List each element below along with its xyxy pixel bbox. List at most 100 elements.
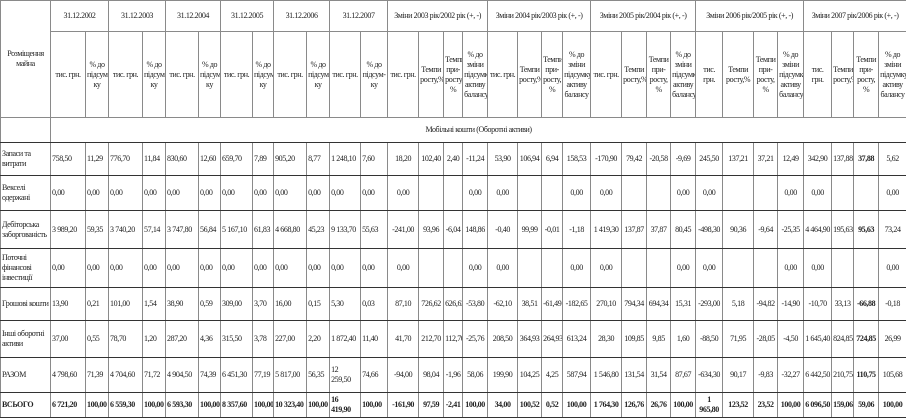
table-cell: 0,00 [361,249,388,288]
table-cell [647,249,671,288]
table-cell: -170,90 [591,143,622,176]
table-cell: 102,40 [419,143,444,176]
table-cell: 11,84 [143,143,166,176]
table-cell [419,249,444,288]
table-cell: 199,90 [488,358,518,393]
table-cell: 55,63 [361,211,388,249]
table-cell: 3 747,80 [166,211,199,249]
table-cell: 0,00 [388,249,419,288]
table-cell: 159,06 [832,393,854,418]
table-cell: -241,00 [388,211,419,249]
table-cell [518,249,542,288]
table-cell: -0,01 [542,211,563,249]
table-cell [444,249,463,288]
table-cell: 100,00 [86,393,109,418]
table-cell: -182,65 [563,288,591,321]
table-cell: 100,00 [361,393,388,418]
table-cell: 4 798,60 [51,358,86,393]
table-cell: 0,00 [86,249,109,288]
table-cell: 5 817,00 [274,358,307,393]
table-cell: -88,50 [696,321,723,358]
table-cell: -11,24 [463,143,488,176]
table-cell: 0,52 [542,393,563,418]
table-cell: 4,36 [199,321,221,358]
table-cell: 9,85 [647,321,671,358]
table-cell: 38,90 [166,288,199,321]
row-label: Інші оборотні активи [1,321,51,358]
table-cell: 2,20 [307,321,330,358]
row-label: Запаси та витрати [1,143,51,176]
change-subheader: тис. грн. [388,32,419,118]
table-cell: 53,90 [488,143,518,176]
table-cell: 758,50 [51,143,86,176]
table-cell: 4 904,50 [166,358,199,393]
change-subheader: тис. грн. [804,32,832,118]
table-cell [622,249,647,288]
table-cell: 1 645,40 [804,321,832,358]
table-cell: 0,00 [221,249,253,288]
section-title: Мобільні кошти (Оборотні активи) [51,118,906,143]
change-subheader: Темпи при-росту, % [854,32,879,118]
table-cell: 776,70 [109,143,143,176]
table-cell: 724,85 [854,321,879,358]
table-cell: 5 167,10 [221,211,253,249]
table-cell: 41,70 [388,321,419,358]
table-cell: 0,00 [671,249,696,288]
table-cell: 6 442,50 [804,358,832,393]
table-cell: -0,40 [488,211,518,249]
table-cell: 0,00 [307,249,330,288]
table-cell: 4 464,90 [804,211,832,249]
table-cell: 99,99 [518,211,542,249]
table-cell: 0,00 [109,176,143,211]
table-cell: -0,18 [879,288,906,321]
table-cell: 1 546,80 [591,358,622,393]
table-cell: 137,87 [622,211,647,249]
year-subheader: % до підсум-ку [199,32,221,118]
table-cell: 112,70 [444,321,463,358]
table-cell: 12,60 [199,143,221,176]
table-cell: -94,00 [388,358,419,393]
table-cell: 12 259,50 [330,358,361,393]
table-cell: -20,58 [647,143,671,176]
year-header: 31.12.2007 [330,1,388,32]
table-cell: 59,06 [854,393,879,418]
table-cell: 0,00 [563,176,591,211]
table-cell: 61,83 [253,211,274,249]
table-cell: 15,31 [671,288,696,321]
table-cell: 106,94 [518,143,542,176]
change-period-header: Зміни 2004 рік/2003 рік (+, -) [488,1,591,32]
table-cell: 16 419,90 [330,393,361,418]
change-subheader: тис. грн. [488,32,518,118]
table-cell: 0,00 [274,176,307,211]
table-cell [832,249,854,288]
table-cell: 0,00 [696,176,723,211]
table-cell: 6,94 [542,143,563,176]
table-cell: 100,00 [143,393,166,418]
table-cell: 126,76 [622,393,647,418]
table-cell: 98,04 [419,358,444,393]
table-cell: 613,24 [563,321,591,358]
table-cell: -53,80 [463,288,488,321]
row-label: Дебіторська заборгованість [1,211,51,249]
table-cell: 37,88 [854,143,879,176]
change-subheader: % до зміни підсумку активу балансу [563,32,591,118]
table-cell: 0,00 [199,249,221,288]
table-cell: 100,00 [199,393,221,418]
table-cell: 3,78 [253,321,274,358]
table-cell: 38,51 [518,288,542,321]
table-cell: 45,23 [307,211,330,249]
table-cell: 80,45 [671,211,696,249]
table-cell: 1 965,80 [696,393,723,418]
table-cell: 0,00 [591,249,622,288]
table-cell: 101,00 [109,288,143,321]
table-cell: 56,35 [307,358,330,393]
table-cell: 659,70 [221,143,253,176]
table-cell: -1,18 [563,211,591,249]
table-cell [542,176,563,211]
section-spacer [1,118,51,143]
change-subheader: Темпи при-росту, % [647,32,671,118]
table-cell: 131,54 [622,358,647,393]
table-cell: 270,10 [591,288,622,321]
